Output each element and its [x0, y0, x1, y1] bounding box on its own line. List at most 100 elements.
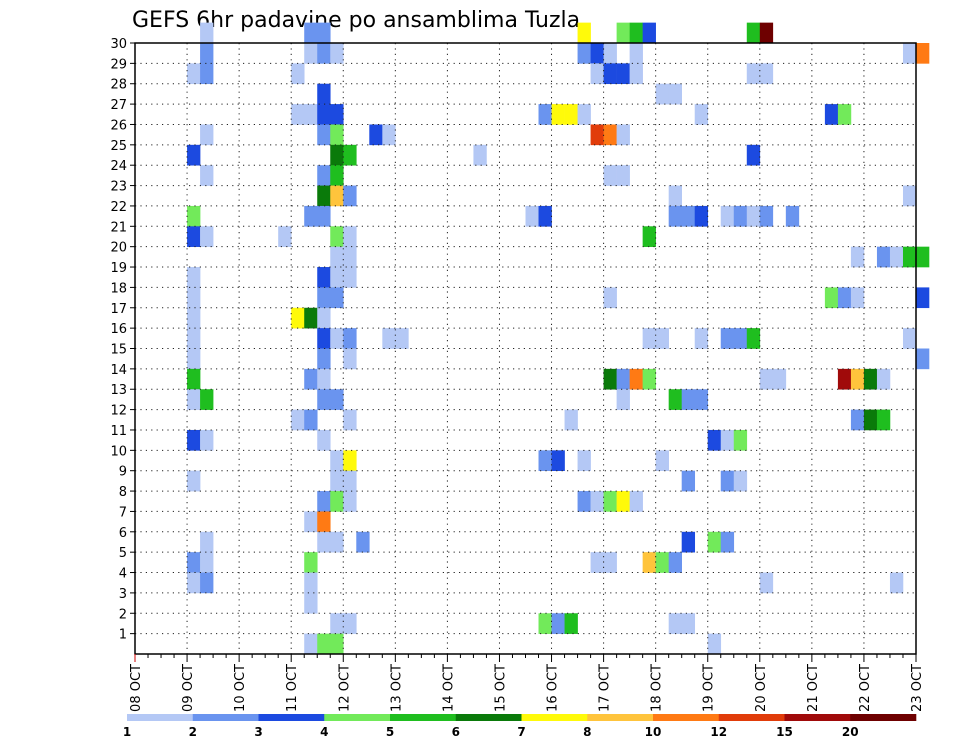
heatmap-cell — [330, 470, 344, 492]
colorbar-label: 7 — [517, 725, 525, 739]
y-tick-label: 19 — [110, 261, 127, 276]
heatmap-cell — [200, 429, 214, 451]
y-tick-label: 12 — [110, 404, 127, 419]
heatmap-cell — [291, 307, 305, 329]
heatmap-cell — [200, 572, 214, 594]
heatmap-cell — [733, 205, 748, 227]
heatmap-cell — [902, 328, 917, 349]
heatmap-cell — [876, 246, 891, 268]
heatmap-cell — [603, 124, 617, 146]
heatmap-cell — [200, 63, 214, 85]
y-tick-label: 15 — [110, 343, 127, 358]
heatmap-cell — [317, 104, 331, 125]
colorbar-segment — [784, 714, 851, 721]
colorbar-label: 3 — [254, 725, 262, 739]
heatmap-cell — [707, 531, 722, 553]
heatmap-cell — [916, 287, 930, 309]
colorbar-segment — [587, 714, 654, 721]
heatmap-cell — [291, 104, 305, 125]
heatmap-cell — [330, 43, 344, 64]
heatmap-cell — [694, 328, 709, 349]
heatmap-cell — [330, 165, 344, 186]
heatmap-cell — [577, 491, 591, 512]
heatmap-cell — [304, 592, 318, 614]
heatmap-cell — [616, 165, 630, 186]
heatmap-cell — [317, 267, 331, 288]
colorbar: 1 2 3 4 5 6 7 8 10 12 15 20 — [123, 714, 917, 739]
plot-frame — [134, 42, 917, 655]
heatmap-cell — [330, 491, 344, 512]
heatmap-cell — [616, 22, 630, 44]
heatmap-cell — [876, 409, 891, 431]
heatmap-cell — [668, 552, 682, 573]
heatmap-cell — [746, 328, 761, 349]
heatmap-cell — [642, 22, 656, 44]
heatmap-cell — [902, 185, 917, 207]
heatmap-cell — [720, 429, 735, 451]
y-tick-label: 29 — [110, 57, 127, 72]
heatmap-cell — [916, 348, 930, 370]
heatmap-cell — [187, 470, 201, 492]
y-tick-label: 21 — [110, 220, 127, 235]
heatmap-cell — [759, 368, 774, 390]
x-tick-label: 09 OCT — [181, 664, 196, 712]
heatmap-cell — [772, 368, 787, 390]
x-tick-label: 20 OCT — [754, 664, 769, 712]
heatmap-cell — [616, 124, 630, 146]
heatmap-cell — [564, 104, 578, 125]
heatmap-cell — [187, 368, 201, 390]
y-tick-label: 9 — [119, 465, 127, 480]
heatmap-cell — [525, 205, 539, 227]
heatmap-cell — [187, 267, 201, 288]
heatmap-cell — [317, 429, 331, 451]
heatmap-cell — [343, 613, 357, 634]
heatmap-cell — [603, 43, 617, 64]
colorbar-segment — [455, 714, 522, 721]
heatmap-cell — [590, 552, 604, 573]
heatmap-cell — [577, 22, 591, 44]
heatmap-cell — [304, 43, 318, 64]
y-tick-label: 25 — [110, 139, 127, 154]
heatmap-cell — [863, 409, 878, 431]
heatmap-cell — [681, 613, 696, 634]
y-tick-label: 24 — [110, 159, 127, 174]
heatmap-cell — [564, 613, 578, 634]
gridlines — [135, 43, 916, 654]
heatmap-cell — [291, 63, 305, 85]
heatmap-cell — [668, 613, 682, 634]
heatmap-cell — [330, 633, 344, 655]
heatmap-cell — [733, 429, 748, 451]
heatmap-cell — [733, 470, 748, 492]
heatmap-cell — [655, 328, 669, 349]
colorbar-segment — [258, 714, 325, 721]
y-tick-label: 20 — [110, 241, 127, 256]
heatmap-cell — [304, 368, 318, 390]
heatmap-cell — [304, 409, 318, 431]
heatmap-cell — [746, 63, 761, 85]
heatmap-cell — [668, 185, 682, 207]
heatmap-cell — [382, 328, 396, 349]
heatmap-cell — [681, 531, 696, 553]
y-tick-label: 22 — [110, 200, 127, 215]
heatmap-cell — [551, 450, 565, 471]
heatmap-cell — [603, 63, 617, 85]
heatmap-cell — [187, 226, 201, 247]
heatmap-cell — [876, 368, 891, 390]
heatmap-cell — [304, 572, 318, 594]
heatmap-cell — [629, 43, 643, 64]
colorbar-label: 6 — [452, 725, 460, 739]
x-tick-label: 22 OCT — [858, 664, 873, 712]
heatmap-cell — [590, 124, 604, 146]
heatmap-cell — [330, 531, 344, 553]
heatmap-cell — [317, 389, 331, 410]
colorbar-segment — [192, 714, 259, 721]
heatmap-cell — [629, 491, 643, 512]
heatmap-cell — [837, 287, 852, 309]
heatmap-cell — [317, 124, 331, 146]
heatmap-cell — [655, 450, 669, 471]
heatmap-cell — [304, 511, 318, 533]
heatmap-cell — [759, 63, 774, 85]
colorbar-segment — [850, 714, 917, 721]
chart-title: GEFS 6hr padavine po ansamblima Tuzla — [132, 8, 580, 33]
heatmap-cell — [694, 389, 709, 410]
